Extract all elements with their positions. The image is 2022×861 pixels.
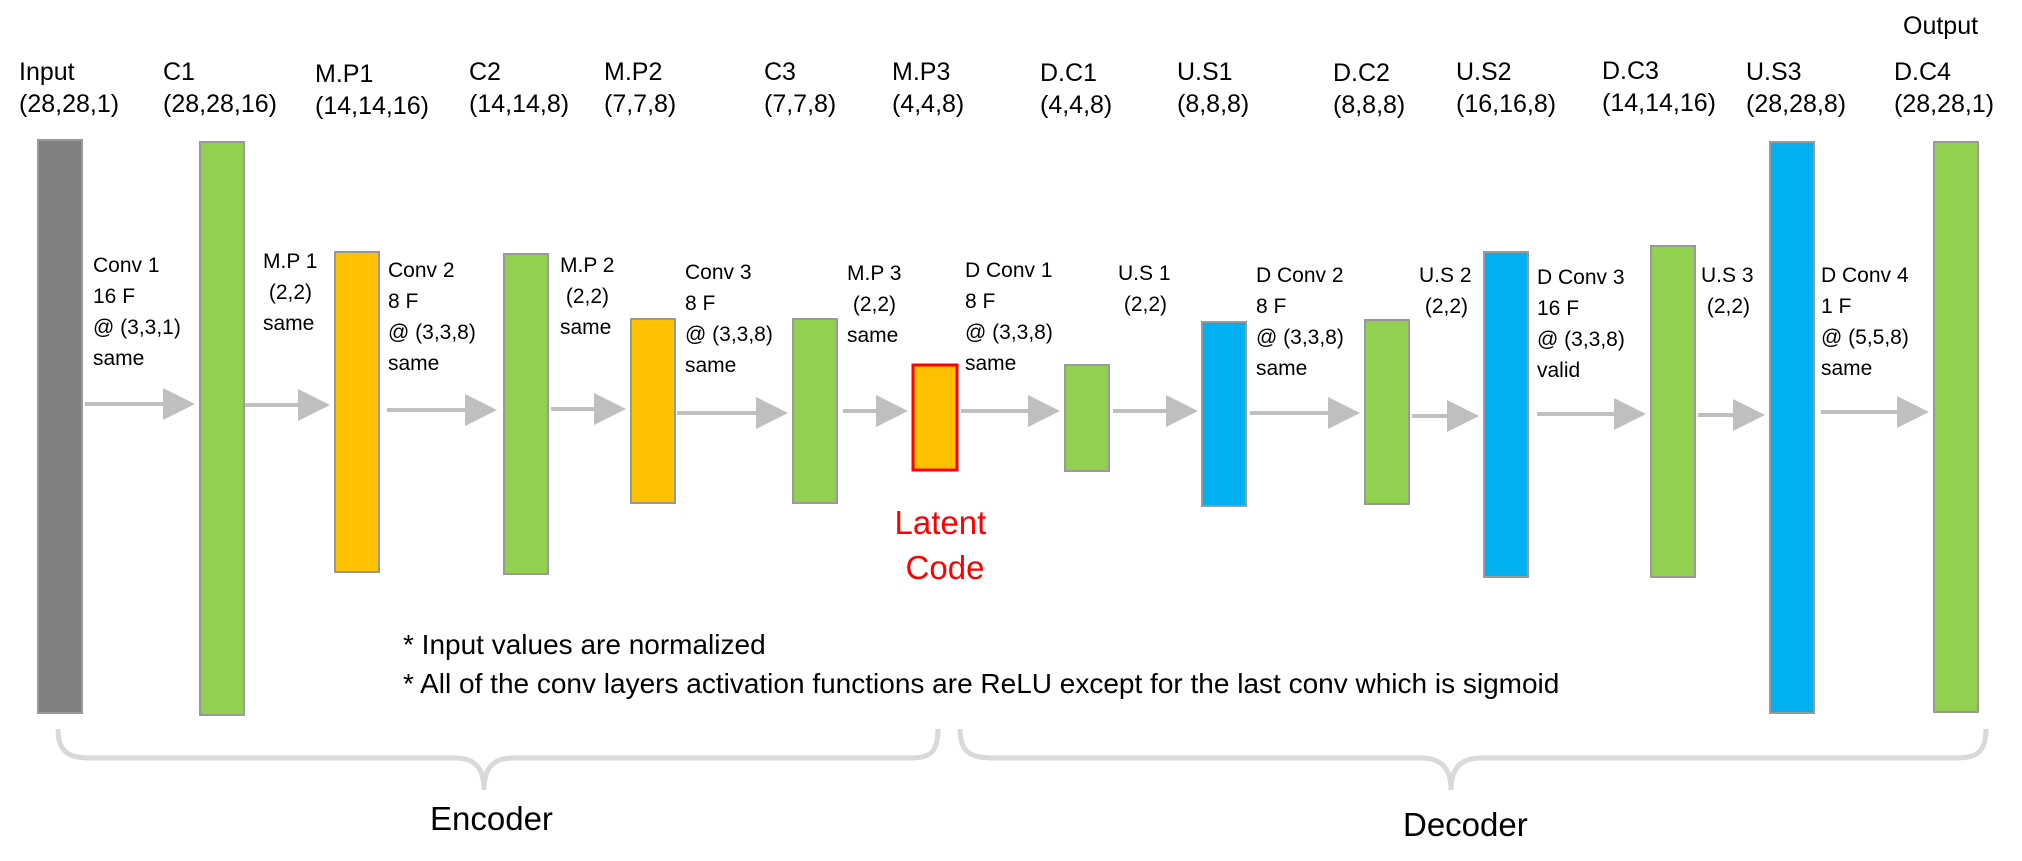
layer-block-dc1	[1064, 364, 1110, 472]
layer-shape-dc1: (4,4,8)	[1040, 91, 1112, 119]
layer-shape-c3: (7,7,8)	[764, 90, 836, 118]
layer-block-c1	[199, 141, 245, 716]
layer-block-us2	[1483, 251, 1529, 578]
encoder-brace	[55, 728, 941, 791]
layer-block-us3	[1769, 141, 1815, 714]
decoder-label: Decoder	[1403, 806, 1528, 843]
op-label-conv1: Conv 1 16 F @ (3,3,1) same	[93, 254, 181, 370]
op-label-mp2: M.P 2 (2,2) same	[560, 254, 614, 339]
layer-shape-input: (28,28,1)	[19, 90, 119, 118]
layer-block-input	[37, 139, 83, 714]
note-normalized: * Input values are normalized	[403, 629, 766, 660]
op-label-us1: U.S 1 (2,2)	[1118, 262, 1171, 316]
layer-name-dc1: D.C1	[1040, 59, 1097, 87]
layer-name-c1: C1	[163, 58, 195, 86]
layer-name-c2: C2	[469, 58, 501, 86]
layer-name-mp1: M.P1	[315, 60, 373, 88]
decoder-brace	[957, 728, 1989, 791]
layer-block-us1	[1201, 321, 1247, 507]
layer-shape-mp1: (14,14,16)	[315, 92, 429, 120]
latent-code-label: Latent Code	[895, 504, 996, 586]
output-label: Output	[1903, 12, 1978, 40]
layer-shape-c1: (28,28,16)	[163, 90, 277, 118]
layer-block-c2	[503, 253, 549, 575]
latent-line-1: Latent	[895, 504, 987, 541]
op-label-mp3: M.P 3 (2,2) same	[847, 262, 901, 347]
layer-block-dc4	[1933, 141, 1979, 713]
layer-name-dc4: D.C4	[1894, 58, 1951, 86]
layer-shape-us1: (8,8,8)	[1177, 90, 1249, 118]
layer-name-dc3: D.C3	[1602, 57, 1659, 85]
op-label-us2: U.S 2 (2,2)	[1419, 264, 1472, 318]
layer-shape-us3: (28,28,8)	[1746, 90, 1846, 118]
layer-block-dc2	[1364, 319, 1410, 505]
layer-block-c3	[792, 318, 838, 504]
layer-shape-us2: (16,16,8)	[1456, 90, 1556, 118]
layer-name-us3: U.S3	[1746, 58, 1802, 86]
note-activation: * All of the conv layers activation func…	[403, 668, 1559, 699]
layer-shape-c2: (14,14,8)	[469, 90, 569, 118]
latent-line-2: Code	[906, 549, 985, 586]
layer-block-mp2	[630, 318, 676, 504]
layer-shape-mp3: (4,4,8)	[892, 90, 964, 118]
layer-name-dc2: D.C2	[1333, 59, 1390, 87]
op-label-dconv3: D Conv 3 16 F @ (3,3,8) valid	[1537, 266, 1625, 382]
layer-shape-dc2: (8,8,8)	[1333, 91, 1405, 119]
op-label-us3: U.S 3 (2,2)	[1701, 264, 1754, 318]
op-label-mp1: M.P 1 (2,2) same	[263, 250, 317, 335]
layer-name-mp3: M.P3	[892, 58, 950, 86]
layer-name-us2: U.S2	[1456, 58, 1512, 86]
layer-block-mp1	[334, 251, 380, 573]
layer-shape-dc3: (14,14,16)	[1602, 89, 1716, 117]
layer-name-input: Input	[19, 58, 75, 86]
encoder-label: Encoder	[430, 800, 553, 837]
layer-block-dc3	[1650, 245, 1696, 578]
layer-name-c3: C3	[764, 58, 796, 86]
layer-block-mp3	[911, 363, 959, 472]
layer-shape-mp2: (7,7,8)	[604, 90, 676, 118]
layer-shape-dc4: (28,28,1)	[1894, 90, 1994, 118]
layer-name-mp2: M.P2	[604, 58, 662, 86]
layer-name-us1: U.S1	[1177, 58, 1233, 86]
